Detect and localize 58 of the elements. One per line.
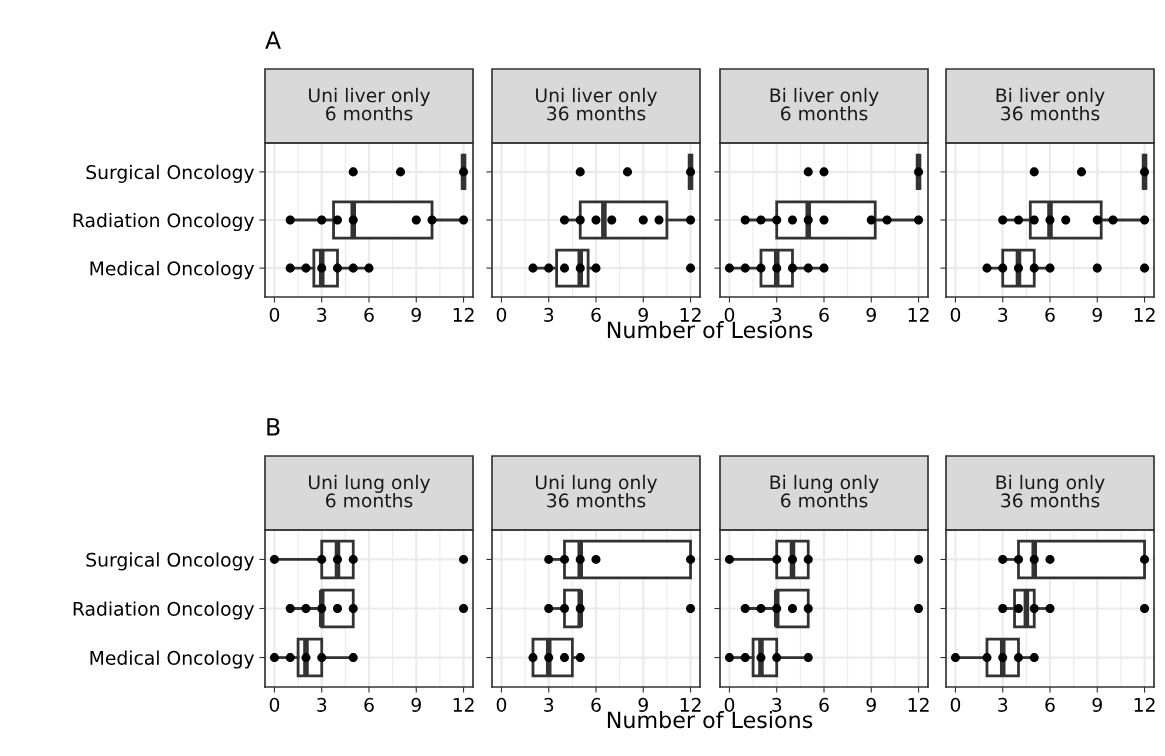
x-tick-label: 12 — [680, 307, 701, 322]
x-tick-label: 6 — [364, 697, 374, 712]
x-tick-label: 6 — [364, 307, 374, 322]
x-tick-label: 0 — [724, 697, 735, 712]
x-tick-label: 6 — [819, 307, 829, 322]
y-tick-label: Medical Oncology — [90, 650, 255, 669]
x-tick-label: 12 — [908, 697, 929, 712]
x-tick-label: 9 — [866, 697, 876, 712]
x-tick-label: 0 — [269, 307, 280, 322]
chart-subtitle: Uni lung only 6 months — [308, 474, 431, 508]
chart-subtitle: Uni liver only 36 months — [536, 87, 658, 121]
x-tick-label: 6 — [591, 307, 601, 322]
x-tick-label: 12 — [453, 697, 474, 712]
x-tick-label: 0 — [496, 697, 507, 712]
y-tick-label: Medical Oncology — [90, 261, 255, 280]
chart-subtitle: Uni lung only 36 months — [535, 474, 658, 508]
y-tick-label: Surgical Oncology — [86, 552, 255, 571]
x-tick-label: 3 — [998, 697, 1008, 712]
x-tick-label: 0 — [950, 307, 961, 322]
x-tick-label: 12 — [1134, 307, 1155, 322]
x-tick-label: 9 — [638, 697, 648, 712]
x-tick-label: 12 — [908, 307, 929, 322]
x-tick-label: 6 — [1045, 307, 1055, 322]
chart-title: B — [267, 418, 280, 436]
y-tick-label: Radiation Oncology — [73, 212, 255, 232]
x-tick-label: 0 — [724, 307, 735, 322]
x-tick-label: 3 — [998, 307, 1008, 322]
x-tick-label: 3 — [317, 307, 327, 322]
x-tick-label: 0 — [496, 307, 507, 322]
x-tick-label: 9 — [638, 307, 648, 322]
chart-subtitle: Uni liver only 6 months — [309, 87, 431, 121]
x-tick-label: 9 — [411, 307, 421, 322]
x-tick-label: 3 — [772, 307, 782, 322]
x-tick-label: 6 — [819, 697, 829, 712]
x-tick-label: 12 — [1134, 697, 1155, 712]
x-tick-label: 3 — [317, 697, 327, 712]
chart-subtitle: Bi lung only 6 months — [770, 474, 879, 508]
x-tick-label: 0 — [269, 697, 280, 712]
y-tick-label: Surgical Oncology — [86, 164, 255, 183]
y-tick-label: Radiation Oncology — [73, 601, 255, 620]
x-tick-label: 12 — [453, 307, 474, 322]
chart-subtitle: Bi liver only 36 months — [996, 87, 1105, 121]
x-tick-label: 3 — [772, 697, 782, 712]
chart-title: A — [265, 31, 281, 49]
x-tick-label: 9 — [1092, 307, 1102, 322]
x-tick-label: 12 — [680, 697, 701, 712]
x-axis-title: Number of Lesions — [607, 321, 813, 339]
x-axis-title: Number of Lesions — [607, 711, 813, 729]
x-tick-label: 3 — [544, 697, 554, 712]
x-tick-label: 0 — [950, 697, 961, 712]
x-tick-label: 6 — [591, 697, 601, 712]
x-tick-label: 6 — [1045, 697, 1055, 712]
x-tick-label: 3 — [544, 307, 554, 322]
x-tick-label: 9 — [411, 697, 421, 712]
chart-subtitle: Bi liver only 6 months — [770, 87, 879, 121]
chart-subtitle: Bi lung only 36 months — [996, 474, 1105, 508]
x-tick-label: 9 — [1092, 697, 1102, 712]
x-tick-label: 9 — [866, 307, 876, 322]
